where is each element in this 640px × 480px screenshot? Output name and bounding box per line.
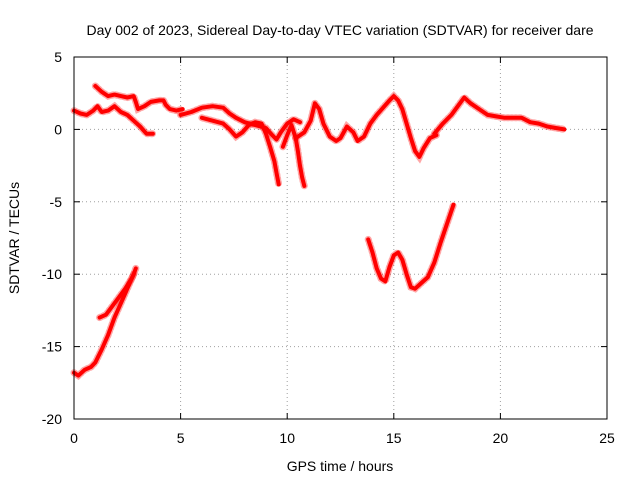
- data-series-line: [432, 95, 567, 136]
- series-marker-band: [198, 114, 283, 188]
- x-tick-label: 10: [279, 430, 295, 446]
- y-tick-label: -5: [50, 194, 63, 210]
- data-series-line: [97, 272, 136, 320]
- x-tick-label: 15: [386, 430, 402, 446]
- grid: [74, 57, 607, 419]
- y-tick-label: -15: [42, 339, 62, 355]
- y-tick-label: -10: [42, 266, 62, 282]
- data-series-line: [366, 202, 456, 291]
- data-series-line: [93, 84, 185, 113]
- y-tick-label: 0: [54, 121, 62, 137]
- x-tick-label: 20: [493, 430, 509, 446]
- data-series-line: [72, 104, 155, 136]
- data-series: [70, 82, 568, 381]
- axis-ticks: 0 5 10 15 20 25 -20 -15 -10 -5 0 5: [42, 49, 615, 446]
- x-tick-label: 5: [177, 430, 185, 446]
- x-tick-label: 0: [70, 430, 78, 446]
- chart-title: Day 002 of 2023, Sidereal Day-to-day VTE…: [86, 22, 593, 38]
- data-series-line: [280, 123, 307, 188]
- y-tick-label: 5: [54, 49, 62, 65]
- y-tick-label: -20: [42, 411, 62, 427]
- data-series-line: [293, 94, 439, 159]
- plot-frame: [73, 56, 608, 420]
- y-axis-label: SDTVAR / TECUs: [6, 182, 22, 294]
- x-axis-label: GPS time / hours: [287, 458, 394, 474]
- x-tick-label: 25: [599, 430, 615, 446]
- data-series-line: [199, 115, 281, 187]
